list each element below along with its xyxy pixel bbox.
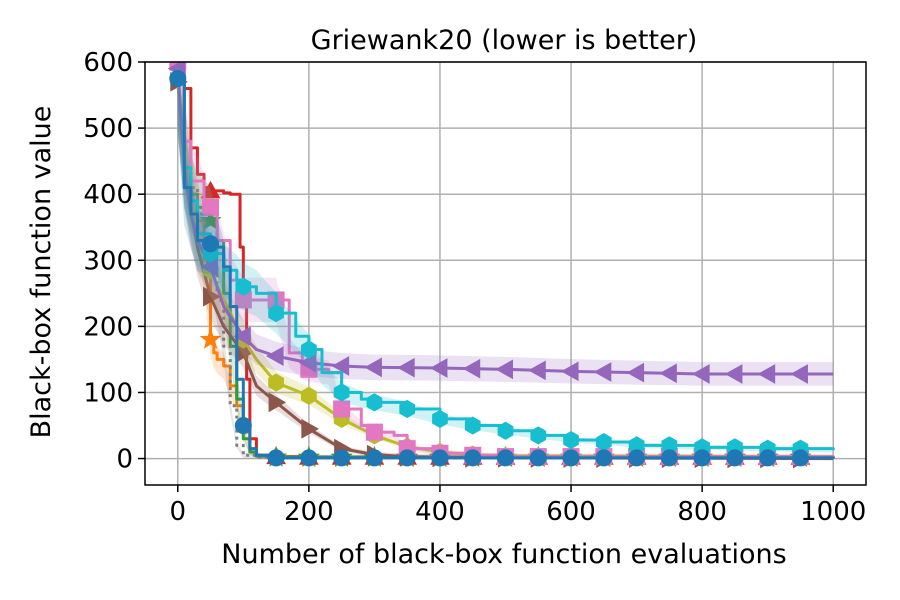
- y-tick-label: 600: [83, 48, 133, 78]
- circle-marker: [234, 417, 252, 435]
- circle-marker: [562, 449, 580, 467]
- x-tick-label: 200: [284, 497, 334, 527]
- y-tick-label: 200: [83, 312, 133, 342]
- series-line: [177, 77, 835, 460]
- triangle-left-marker: [724, 364, 743, 384]
- series-4: [170, 62, 834, 469]
- chart-title: Griewank20 (lower is better): [311, 25, 698, 56]
- series-band: [177, 62, 834, 386]
- circle-marker: [365, 449, 383, 467]
- x-tick-label: 400: [415, 497, 465, 527]
- hexagon-marker: [399, 399, 416, 419]
- triangle-left-marker: [331, 356, 350, 376]
- triangle-left-marker: [298, 352, 317, 373]
- series-3: [177, 62, 835, 460]
- triangle-right-marker: [301, 418, 319, 439]
- hexagon-marker: [530, 426, 547, 445]
- triangle-right-marker: [203, 286, 221, 307]
- circle-marker: [202, 235, 220, 253]
- circle-marker: [791, 449, 809, 467]
- star-marker: [199, 328, 222, 349]
- triangle-left-marker: [462, 358, 481, 379]
- series-band: [177, 62, 834, 453]
- circle-marker: [693, 449, 711, 467]
- circle-marker: [529, 449, 547, 467]
- triangle-left-marker: [626, 362, 645, 383]
- triangle-right-marker: [268, 392, 287, 413]
- circle-marker: [464, 449, 482, 467]
- circle-marker: [333, 449, 351, 467]
- x-tick-label: 600: [546, 497, 596, 527]
- circle-marker: [660, 449, 678, 467]
- hexagon-marker: [563, 430, 579, 450]
- triangle-left-marker: [659, 363, 677, 384]
- triangle-left-marker: [561, 361, 579, 382]
- series-line: [177, 77, 835, 451]
- hexagon-marker: [268, 304, 284, 323]
- hexagon-marker: [268, 373, 284, 392]
- circle-marker: [431, 449, 449, 467]
- x-tick-label: 1000: [800, 497, 866, 527]
- hexagon-marker: [497, 421, 514, 440]
- triangle-left-marker: [266, 346, 284, 366]
- y-tick-label: 0: [116, 445, 133, 475]
- hexagon-marker: [595, 432, 612, 452]
- circle-marker: [628, 449, 646, 467]
- triangle-left-marker: [790, 364, 808, 384]
- x-axis-label: Number of black-box function evaluations: [221, 539, 786, 570]
- hexagon-marker: [366, 393, 383, 412]
- circle-marker: [300, 449, 318, 467]
- circle-marker: [759, 449, 777, 467]
- triangle-left-marker: [692, 364, 710, 384]
- hexagon-marker: [301, 386, 317, 405]
- triangle-left-marker: [757, 364, 776, 384]
- plot-frame: [144, 61, 867, 486]
- axis-ticks: 0 200 400 600 800 1000 0 100 200 300 400 500 600: [83, 48, 866, 527]
- square-marker: [202, 198, 220, 216]
- circle-marker: [398, 449, 416, 467]
- triangle-left-marker: [397, 357, 415, 378]
- hexagon-marker: [432, 409, 448, 428]
- circle-marker: [497, 449, 514, 467]
- triangle-left-marker: [233, 326, 251, 347]
- series-line: [177, 67, 835, 460]
- triangle-left-marker: [200, 257, 219, 277]
- circle-marker: [267, 449, 285, 467]
- triangle-left-marker: [364, 357, 382, 378]
- circle-marker: [595, 449, 613, 467]
- hexagon-marker: [333, 383, 350, 402]
- y-tick-label: 100: [83, 378, 133, 408]
- series-7: [167, 62, 834, 386]
- square-marker: [365, 423, 383, 441]
- series-9: [169, 62, 835, 467]
- square-marker: [333, 400, 351, 418]
- triangle-left-marker: [593, 362, 612, 382]
- hexagon-marker: [464, 416, 481, 435]
- triangle-left-marker: [528, 360, 546, 381]
- circle-marker: [169, 70, 187, 88]
- triangle-left-marker: [495, 359, 513, 380]
- hexagon-marker: [301, 340, 317, 359]
- circle-marker: [726, 449, 744, 467]
- hexagon-marker: [235, 277, 252, 296]
- y-tick-label: 500: [83, 114, 133, 144]
- y-tick-label: 400: [83, 180, 133, 210]
- series-layer: [167, 62, 835, 469]
- y-axis-label: Black-box function value: [26, 106, 57, 439]
- x-tick-label: 0: [169, 497, 186, 527]
- y-tick-label: 300: [83, 246, 133, 276]
- triangle-up-marker: [200, 180, 221, 199]
- x-tick-label: 800: [677, 497, 727, 527]
- triangle-left-marker: [429, 358, 448, 378]
